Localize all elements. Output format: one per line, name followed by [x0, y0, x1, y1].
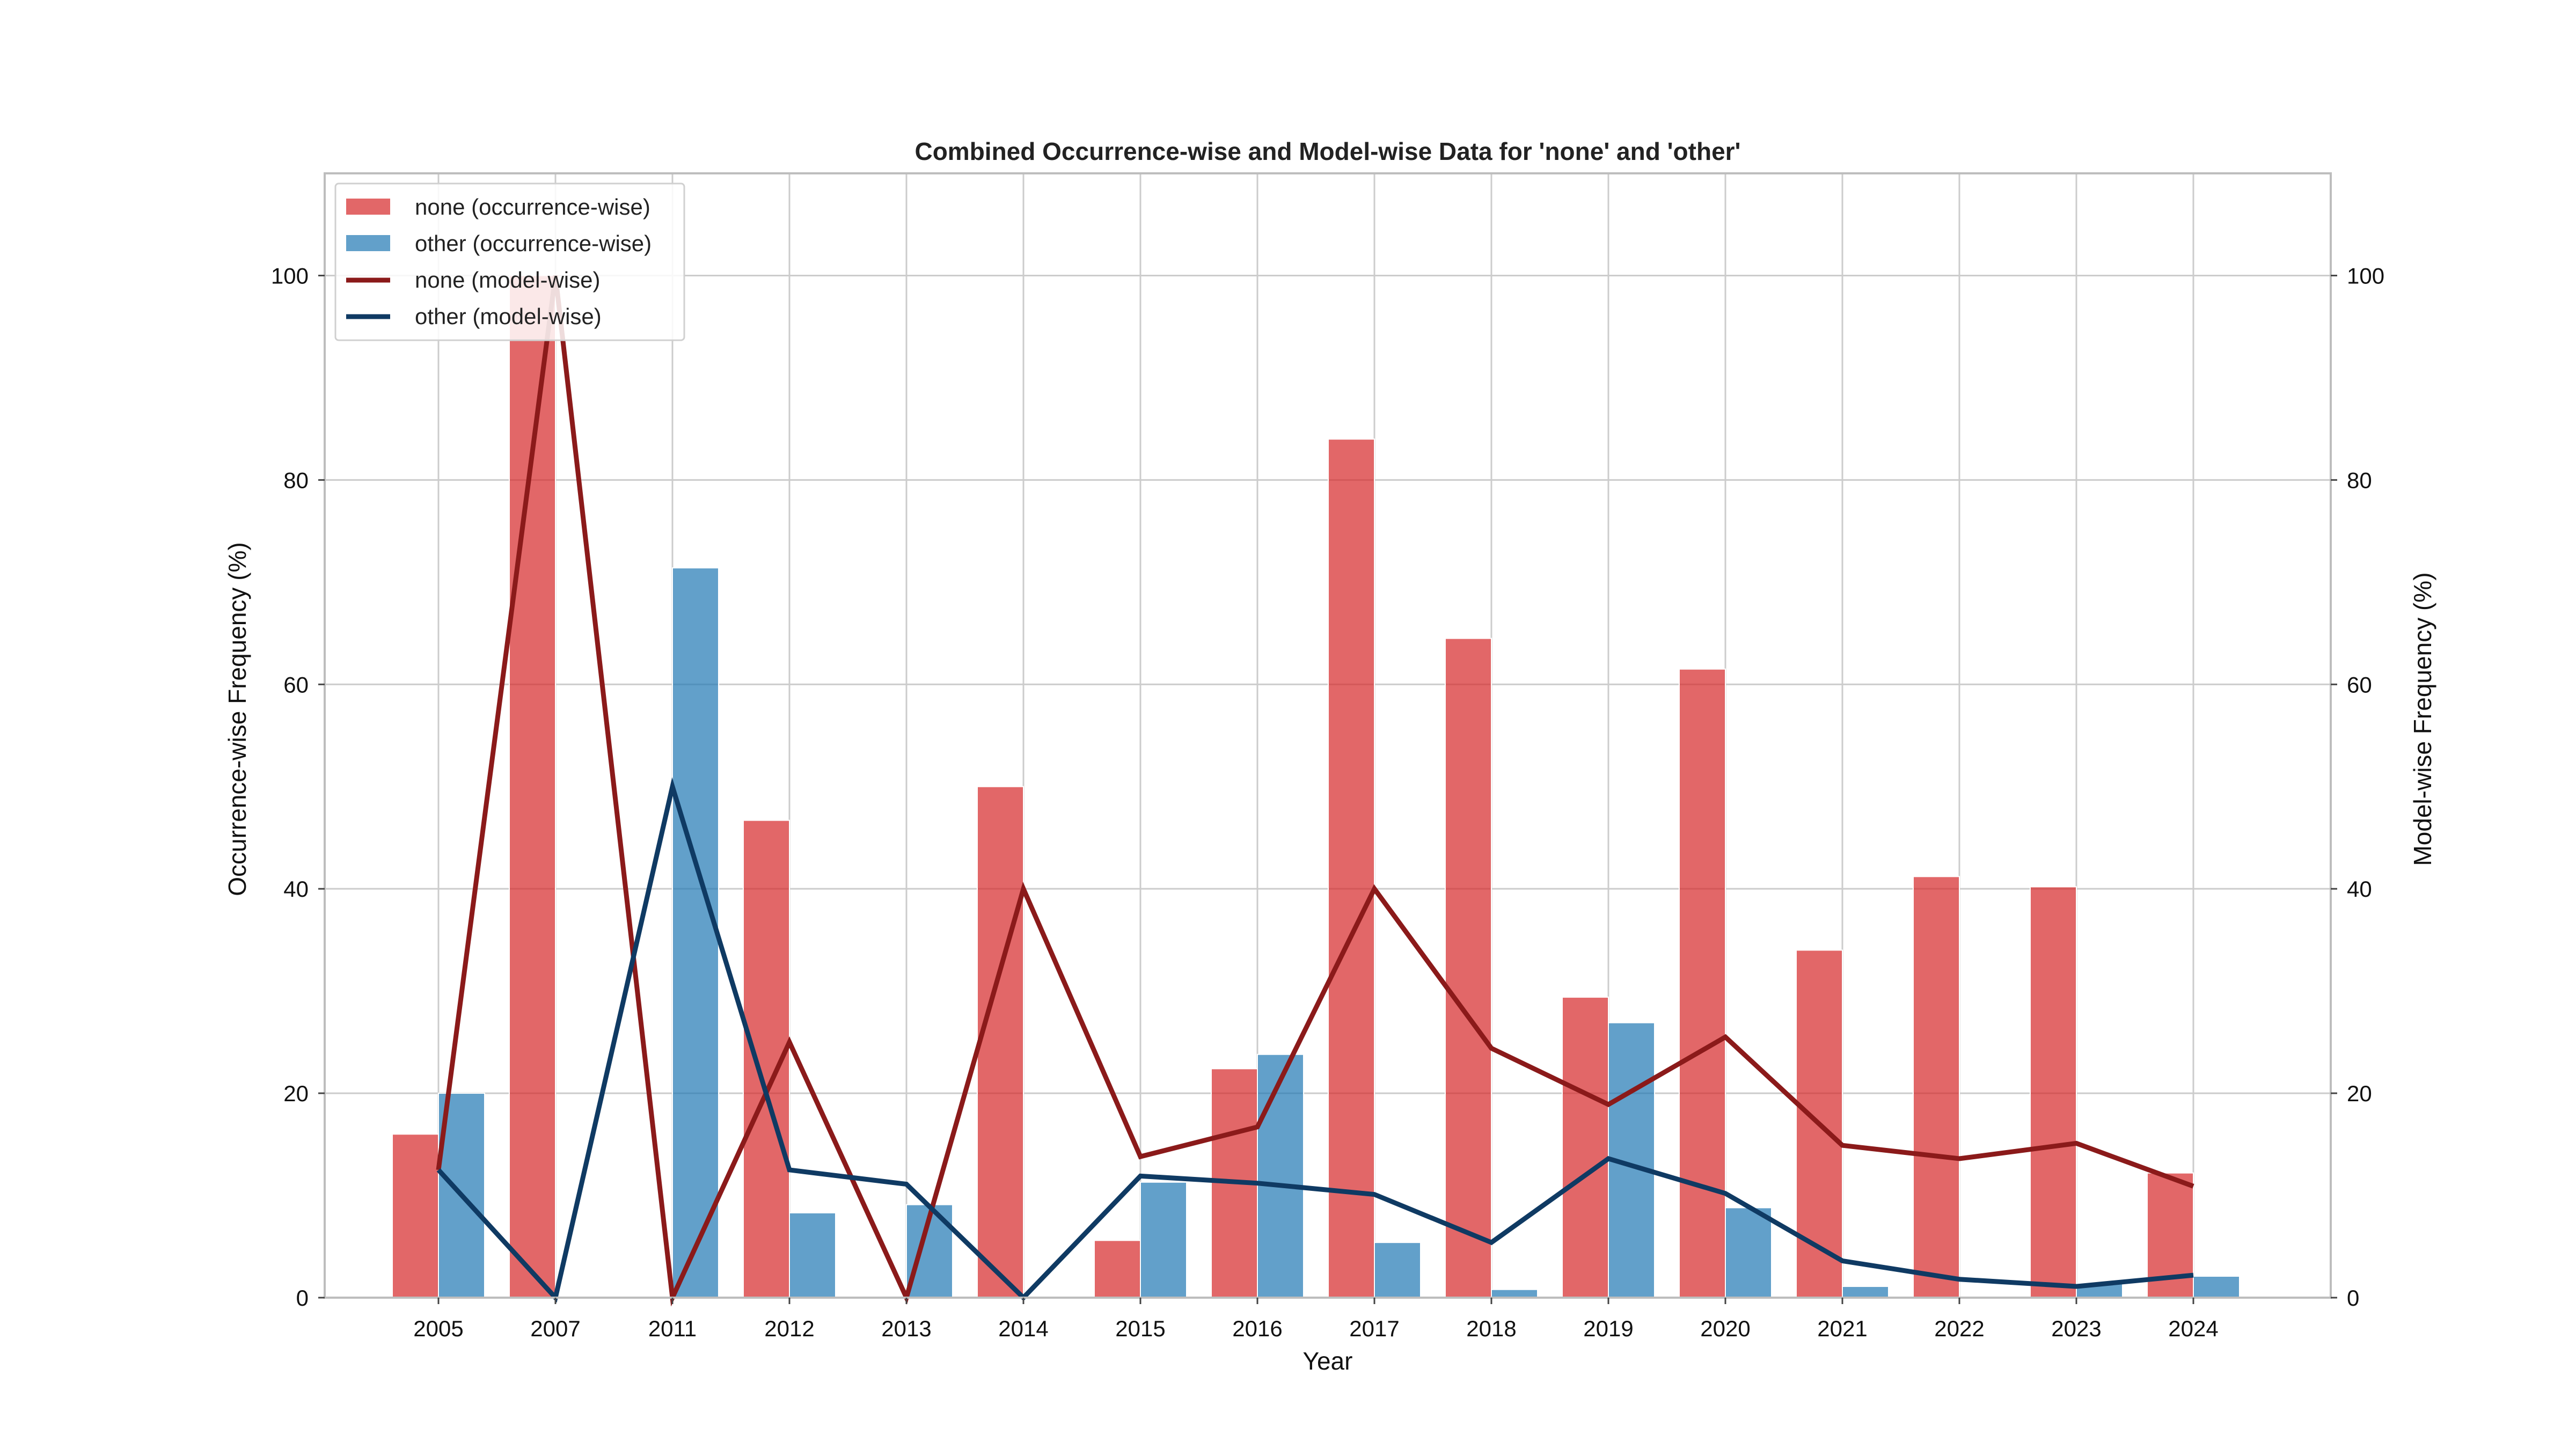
x-tick-label: 2007	[530, 1316, 580, 1341]
legend-swatch-bar	[346, 199, 390, 215]
bar-other-occurrence	[1374, 1242, 1421, 1298]
bar-none-occurrence	[2030, 886, 2077, 1298]
y-axis-label-right: Model-wise Frequency (%)	[2409, 572, 2436, 866]
y-tick-label-right: 40	[2347, 876, 2372, 902]
x-tick-label: 2018	[1466, 1316, 1516, 1341]
x-tick-label: 2013	[881, 1316, 931, 1341]
bar-other-occurrence	[1725, 1207, 1772, 1298]
bar-other-occurrence	[1140, 1181, 1187, 1299]
chart-title: Combined Occurrence-wise and Model-wise …	[914, 137, 1740, 165]
x-tick-label: 2021	[1817, 1316, 1867, 1341]
bar-none-occurrence	[1445, 638, 1492, 1298]
x-tick-label: 2016	[1232, 1316, 1282, 1341]
line-none-model	[436, 275, 2194, 1307]
plot-frame	[324, 172, 2332, 1299]
x-tick-label: 2022	[1934, 1316, 1984, 1341]
y-tick-label-left: 100	[271, 263, 309, 288]
y-tick-label-left: 0	[296, 1285, 309, 1311]
legend-swatch-bar	[346, 235, 390, 251]
legend-entry-label: none (model-wise)	[415, 267, 600, 292]
y-tick-label-right: 0	[2347, 1285, 2359, 1311]
y-tick-label-right: 80	[2347, 467, 2372, 493]
legend-box	[334, 182, 685, 341]
bar-none-occurrence	[977, 786, 1024, 1298]
x-tick-label: 2015	[1115, 1316, 1165, 1341]
x-tick-label: 2011	[648, 1316, 697, 1341]
bar-other-occurrence	[2193, 1276, 2240, 1299]
y-axis-label-left: Occurrence-wise Frequency (%)	[223, 542, 251, 896]
x-tick-label: 2014	[998, 1316, 1048, 1341]
lines	[436, 275, 2194, 1307]
bar-none-occurrence	[1094, 1240, 1141, 1299]
y-tick-label-left: 60	[283, 672, 309, 697]
y-tick-label-left: 80	[283, 467, 309, 493]
bar-none-occurrence	[1679, 668, 1726, 1298]
legend-entry-label: other (model-wise)	[415, 304, 602, 329]
y-tick-label-left: 40	[283, 876, 309, 902]
bar-other-occurrence	[789, 1212, 836, 1298]
x-tick-label: 2019	[1583, 1316, 1633, 1341]
legend-entry-label: other (occurrence-wise)	[415, 231, 652, 256]
y-tick-label-right: 20	[2347, 1081, 2372, 1106]
x-tick-label: 2024	[2168, 1316, 2218, 1341]
bar-none-occurrence	[509, 275, 556, 1298]
x-tick-label: 2012	[764, 1316, 814, 1341]
y-tick-label-right: 60	[2347, 672, 2372, 697]
x-tick-label: 2023	[2051, 1316, 2101, 1341]
bar-other-occurrence	[1257, 1053, 1304, 1298]
x-tick-label: 2017	[1349, 1316, 1399, 1341]
bar-none-occurrence	[1913, 876, 1960, 1298]
bars	[392, 275, 2240, 1299]
bar-other-occurrence	[1491, 1289, 1538, 1299]
bar-none-occurrence	[392, 1133, 439, 1298]
x-tick-label: 2005	[413, 1316, 463, 1341]
line-other-model	[436, 777, 2194, 1303]
bar-other-occurrence	[1842, 1286, 1889, 1299]
bar-none-occurrence	[1562, 997, 1609, 1298]
y-tick-label-right: 100	[2347, 263, 2384, 288]
bar-none-occurrence	[1328, 438, 1375, 1299]
x-tick-label: 2020	[1700, 1316, 1750, 1341]
bar-other-occurrence	[672, 567, 719, 1298]
legend: none (occurrence-wise) other (occurrence-…	[334, 182, 685, 341]
legend-entry-label: none (occurrence-wise)	[415, 194, 650, 219]
y-tick-label-left: 20	[283, 1081, 309, 1106]
tick-labels: 2005 2007 2011 2012 2013 2014 2015 2016 2017 2018…	[271, 263, 2384, 1341]
x-axis-label: Year	[1303, 1347, 1353, 1375]
